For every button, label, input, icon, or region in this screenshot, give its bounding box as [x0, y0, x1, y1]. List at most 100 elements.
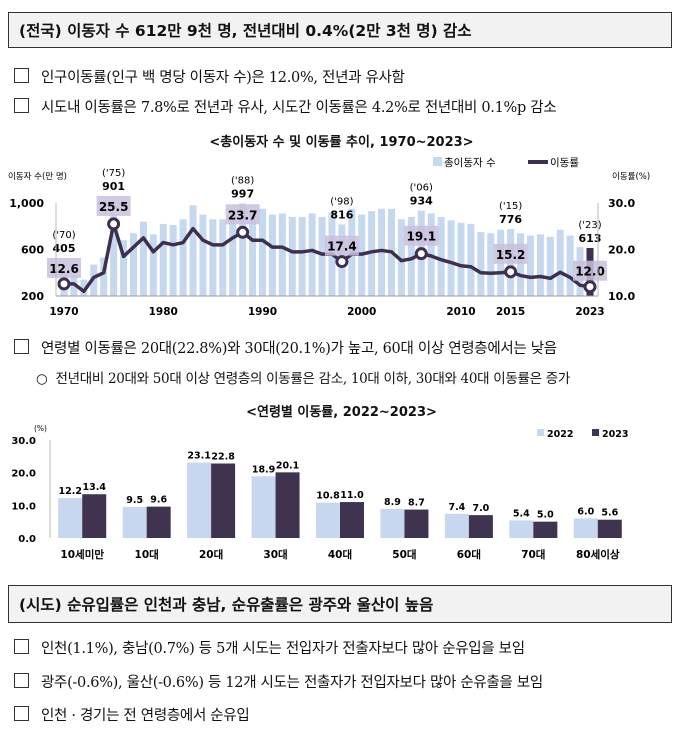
movers-bar [566, 235, 574, 296]
movers-bar [556, 229, 564, 296]
rate-label-box [404, 225, 439, 246]
value-label: 18.9 [252, 464, 275, 475]
value-label: 5.6 [601, 508, 618, 519]
rate-label-box [324, 235, 359, 256]
category-label: 60대 [457, 548, 481, 561]
movers-label: 934 [410, 195, 433, 208]
bar-2023 [533, 521, 558, 538]
checkbox-bullet-icon [14, 68, 29, 83]
rate-label: 23.7 [228, 208, 258, 222]
rate-label-box [225, 204, 260, 225]
movers-bar [437, 216, 445, 296]
movers-bar [318, 216, 326, 296]
movers-year-tag: ('98) [330, 196, 353, 207]
value-label: 7.4 [448, 502, 465, 513]
y-label-left: 이동자 수(만 명) [8, 171, 67, 182]
movers-rate-chart: 12.6 ('70)405 25.5 ('75)901 23.7 ('88)997 17.4… [8, 157, 650, 318]
bullet-net-inflow: 인천(1.1%), 충남(0.7%) 등 5개 시도는 전입자가 전출자보다 많… [14, 637, 525, 658]
legend-bar-label: 총이동자 수 [444, 157, 496, 169]
bar-2023 [404, 509, 429, 538]
movers-year-tag: ('88) [231, 175, 254, 186]
movers-year-tag: ('15) [499, 201, 522, 212]
bar-2023 [146, 506, 171, 538]
value-label: 6.0 [577, 506, 594, 517]
chart1-title: <총이동자 수 및 이동률 추이, 1970~2023> [209, 135, 474, 150]
movers-bar [278, 213, 286, 296]
legend-swatch [537, 429, 544, 436]
movers-bar [100, 257, 108, 296]
category-label: 50대 [392, 548, 416, 561]
movers-bar [209, 219, 217, 296]
movers-bar [477, 232, 485, 296]
legend-label: 2023 [602, 429, 628, 440]
movers-bar [229, 212, 237, 296]
x-tick: 1980 [149, 306, 178, 318]
bullet-net-outflow: 광주(-0.6%), 울산(-0.6%) 등 12개 시도는 전출자가 전입자보… [14, 671, 543, 692]
value-label: 8.9 [384, 497, 401, 508]
movers-label: 901 [102, 180, 125, 193]
y-tick-left: 600 [21, 244, 44, 257]
movers-year-tag: ('23) [578, 220, 601, 231]
bar-2022 [509, 520, 534, 538]
checkbox-bullet-icon [14, 706, 29, 721]
value-label: 11.0 [340, 490, 364, 501]
movers-bar [249, 209, 257, 296]
sub-bullet-age-change: ○ 전년대비 20대와 50대 이상 연령층의 이동률은 감소, 10대 이하,… [36, 371, 570, 387]
movers-bar [189, 205, 197, 296]
bar-2023 [82, 494, 107, 538]
value-label: 10.8 [316, 491, 340, 502]
bar-2023 [340, 502, 364, 538]
bar-2022 [444, 513, 469, 538]
movers-bar [159, 223, 167, 296]
movers-bar [169, 225, 177, 296]
rate-label: 15.2 [496, 248, 526, 262]
x-tick: 2000 [347, 306, 376, 318]
bar-2022 [122, 506, 147, 538]
y-tick: 30.0 [11, 436, 36, 447]
movers-bar [219, 219, 227, 296]
rate-label: 25.5 [99, 200, 129, 214]
value-label: 9.6 [150, 495, 167, 506]
value-label: 20.1 [276, 460, 299, 471]
movers-label: 997 [231, 187, 254, 200]
movers-bar [546, 236, 554, 296]
value-label: 7.0 [472, 503, 489, 514]
movers-bar [517, 233, 525, 296]
legend-line-label: 이동률 [550, 157, 579, 169]
rate-label: 17.4 [327, 240, 357, 254]
value-label: 5.4 [513, 508, 530, 519]
movers-bar [467, 223, 475, 296]
value-label: 13.4 [82, 482, 106, 493]
rate-label-box [493, 243, 528, 264]
movers-bar [129, 233, 137, 296]
y-tick: 10.0 [11, 501, 36, 512]
x-tick: 1970 [49, 306, 78, 318]
y-tick: 0.0 [18, 534, 36, 545]
category-label: 10세미만 [60, 548, 104, 561]
x-tick: 2015 [496, 306, 525, 318]
movers-bar [139, 221, 147, 296]
value-label: 22.8 [211, 452, 235, 463]
movers-bar [199, 214, 207, 296]
movers-bar [487, 233, 495, 296]
movers-year-tag: ('70) [52, 230, 75, 241]
movers-bar [298, 216, 306, 296]
age-rate-chart: 0.0 10.0 20.0 30.0 (%) 12.2 13.4 10세미만 9.5 9.6 10대… [11, 424, 628, 561]
movers-year-tag: ('75) [102, 168, 125, 179]
legend-label: 2022 [547, 429, 573, 440]
category-label: 70대 [521, 548, 545, 561]
movers-bar [397, 219, 405, 296]
section-header-provinces: (시도) 순유입률은 인천과 충남, 순유출률은 광주와 울산이 높음 [8, 585, 672, 623]
legend-swatch [592, 429, 599, 436]
category-label: 10대 [135, 548, 159, 561]
value-label: 12.2 [58, 486, 81, 497]
x-tick: 2023 [575, 306, 604, 318]
rate-label: 12.6 [49, 262, 79, 276]
rate-label-box [96, 195, 131, 216]
movers-bar [457, 222, 465, 296]
y-tick-left: 1,000 [9, 197, 44, 210]
category-label: 30대 [263, 548, 287, 561]
rate-marker [107, 217, 121, 231]
movers-bar [258, 208, 266, 296]
